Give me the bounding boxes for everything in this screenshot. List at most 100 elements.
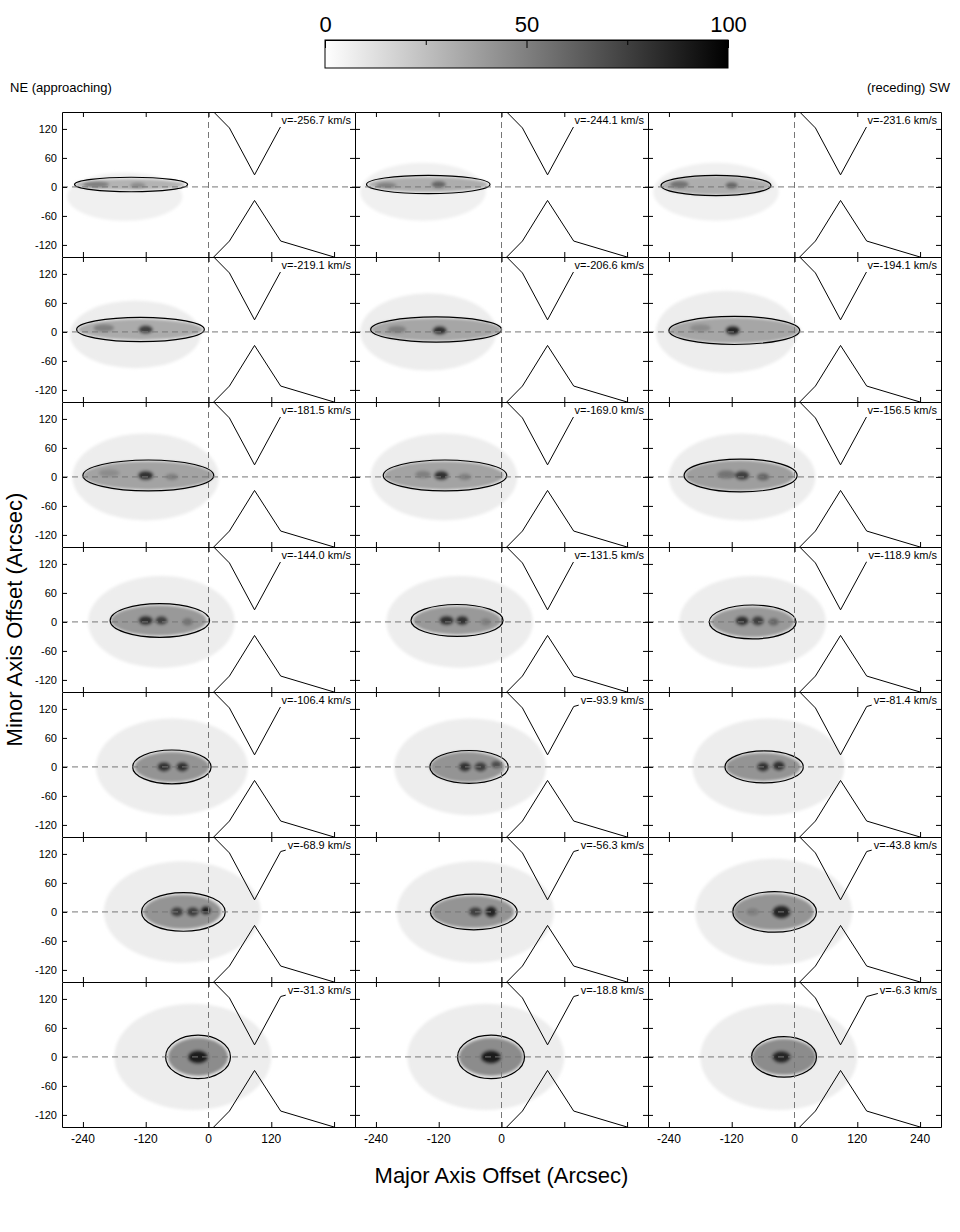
x-axis-title: Major Axis Offset (Arcsec)	[375, 1163, 629, 1188]
tick-mark	[350, 506, 355, 507]
tick-mark	[62, 1115, 67, 1116]
tick-mark	[643, 564, 648, 565]
tick	[920, 542, 921, 547]
tick-mark	[62, 274, 67, 275]
tick-mark	[643, 245, 648, 246]
axis-bottom	[63, 397, 356, 403]
tick	[350, 448, 355, 449]
tick-mark	[732, 832, 733, 837]
tick-mark	[648, 564, 653, 565]
plot-area	[355, 982, 648, 1127]
tick-mark	[209, 837, 210, 842]
tick-mark	[350, 158, 355, 159]
emission-blob	[773, 761, 786, 771]
tick	[564, 547, 565, 552]
tick-mark	[334, 397, 335, 402]
tick-mark	[439, 832, 440, 837]
emission-blob	[384, 461, 504, 490]
tick	[669, 402, 670, 407]
tick-mark	[83, 252, 84, 257]
tick-mark	[648, 912, 653, 913]
tick	[643, 738, 648, 739]
tick-mark	[936, 245, 941, 246]
label-patch	[866, 258, 940, 272]
tick	[209, 687, 210, 692]
panel: v=-118.9 km/s	[648, 547, 942, 693]
tick-mark	[648, 245, 653, 246]
tick	[62, 767, 67, 768]
tick	[355, 854, 360, 855]
tick-mark	[564, 832, 565, 837]
tick-mark	[564, 837, 565, 842]
tick	[643, 680, 648, 681]
tick-mark	[857, 832, 858, 837]
colorbar-minor-tick-mark	[627, 40, 628, 45]
plot-area	[62, 547, 355, 692]
emission-blob	[376, 183, 397, 189]
tick-mark	[350, 854, 355, 855]
y-tick-label: 0	[51, 326, 57, 338]
tick	[355, 651, 360, 652]
label-patch	[579, 983, 647, 997]
tick-mark	[62, 999, 67, 1000]
tick-mark	[648, 477, 653, 478]
reference-line	[501, 692, 502, 837]
tick	[936, 709, 941, 710]
tick	[355, 506, 360, 507]
tick-mark	[643, 187, 648, 188]
panel-label: v=-18.8 km/s	[581, 984, 645, 996]
tick-mark	[355, 1057, 360, 1058]
tick-mark	[732, 257, 733, 262]
tick	[350, 593, 355, 594]
panel-label: v=-256.7 km/s	[282, 114, 352, 126]
tick	[83, 1122, 84, 1127]
tick	[146, 692, 147, 697]
footprint	[507, 490, 627, 547]
axis-line	[648, 113, 649, 258]
tick	[648, 390, 653, 391]
tick-mark	[83, 402, 84, 407]
panel-label: v=-106.4 km/s	[282, 694, 352, 706]
tick-mark	[643, 883, 648, 884]
tick-mark	[502, 977, 503, 982]
tick-mark	[732, 692, 733, 697]
label-patch	[579, 838, 647, 852]
tick	[271, 687, 272, 692]
tick	[732, 832, 733, 837]
tick	[795, 252, 796, 257]
tick	[732, 837, 733, 842]
emission-blob	[717, 470, 736, 479]
tick	[350, 970, 355, 971]
tick	[648, 593, 653, 594]
footprint	[800, 635, 920, 692]
tick-mark	[643, 970, 648, 971]
tick	[146, 1122, 147, 1127]
footprint	[214, 1070, 334, 1127]
tick-mark	[62, 187, 67, 188]
tick	[936, 796, 941, 797]
tick	[334, 542, 335, 547]
tick-mark	[355, 738, 360, 739]
tick-mark	[350, 883, 355, 884]
panel: v=-144.0 km/s-120-60060120	[35, 547, 356, 693]
tick	[643, 158, 648, 159]
panel-label: v=-206.6 km/s	[575, 259, 645, 271]
tick-mark	[648, 419, 653, 420]
colorbar-tick: 0	[319, 12, 331, 48]
tick	[350, 274, 355, 275]
contour	[661, 175, 771, 195]
tick-mark	[355, 332, 360, 333]
tick	[350, 1086, 355, 1087]
tick	[795, 692, 796, 697]
tick	[564, 397, 565, 402]
tick-mark	[732, 547, 733, 552]
tick-mark	[564, 1122, 565, 1127]
tick-mark	[669, 252, 670, 257]
axis-left	[62, 548, 67, 693]
tick	[350, 419, 355, 420]
tick	[62, 245, 67, 246]
tick-mark	[350, 709, 355, 710]
tick	[857, 1122, 858, 1127]
tick	[209, 402, 210, 407]
tick-mark	[627, 252, 628, 257]
